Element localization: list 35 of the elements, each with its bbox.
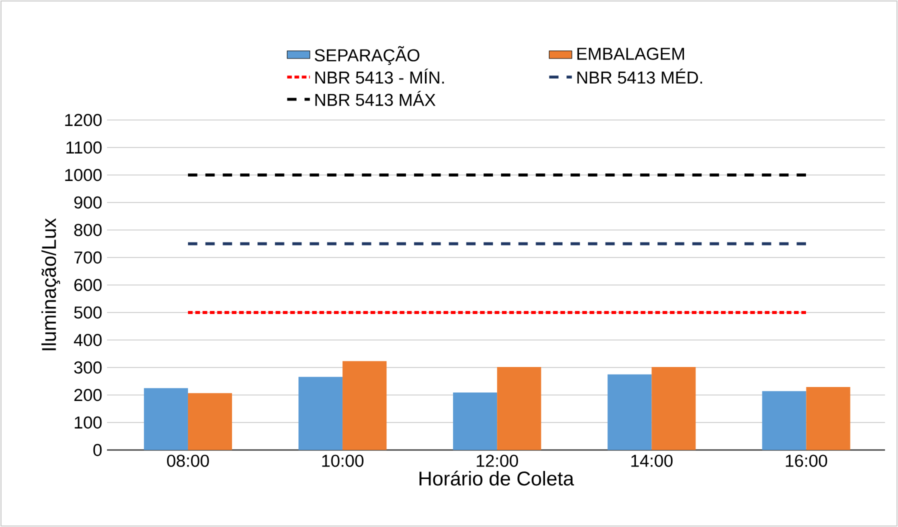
- bar: [608, 374, 652, 450]
- y-tick-label: 800: [74, 224, 102, 236]
- y-tick-label: 1100: [66, 141, 102, 154]
- x-tick-label: 10:00: [322, 454, 364, 467]
- legend-label: EMBALAGEM: [577, 48, 684, 60]
- bar: [652, 366, 696, 450]
- y-tick-label: 1000: [65, 168, 102, 182]
- y-tick-label: 100: [74, 416, 102, 429]
- bar: [806, 387, 850, 450]
- y-tick-label: 500: [74, 306, 102, 319]
- y-tick-label: 1200: [65, 114, 102, 126]
- y-tick-label: 900: [74, 196, 102, 209]
- y-tick-label: 700: [74, 251, 102, 264]
- bar: [342, 361, 387, 450]
- y-tick-label: 600: [74, 278, 102, 292]
- bar: [298, 376, 343, 450]
- bar: [497, 366, 542, 450]
- legend-label: SEPARAÇÃO: [314, 46, 420, 65]
- legend-label: NBR 5413 MÁX: [315, 90, 436, 106]
- y-tick-label: 400: [74, 334, 102, 346]
- y-tick-label: 300: [74, 361, 102, 374]
- legend-label: NBR 5413 MÉD.: [577, 68, 702, 84]
- x-tick-label: 12:00: [476, 454, 518, 467]
- legend-label: NBR 5413 - MÍN.: [315, 68, 444, 84]
- y-tick-label: 0: [93, 444, 102, 456]
- bar: [188, 393, 232, 450]
- x-tick-label: 14:00: [631, 454, 673, 467]
- bar: [144, 388, 188, 450]
- x-axis-title: Horário de Coleta: [420, 470, 574, 486]
- y-axis-title: Iluminação/Lux: [41, 218, 60, 350]
- y-tick-label: 200: [74, 388, 102, 402]
- bar: [762, 391, 806, 450]
- x-tick-label: 16:00: [786, 454, 828, 467]
- x-tick-label: 08:00: [167, 454, 209, 467]
- bar: [453, 392, 498, 450]
